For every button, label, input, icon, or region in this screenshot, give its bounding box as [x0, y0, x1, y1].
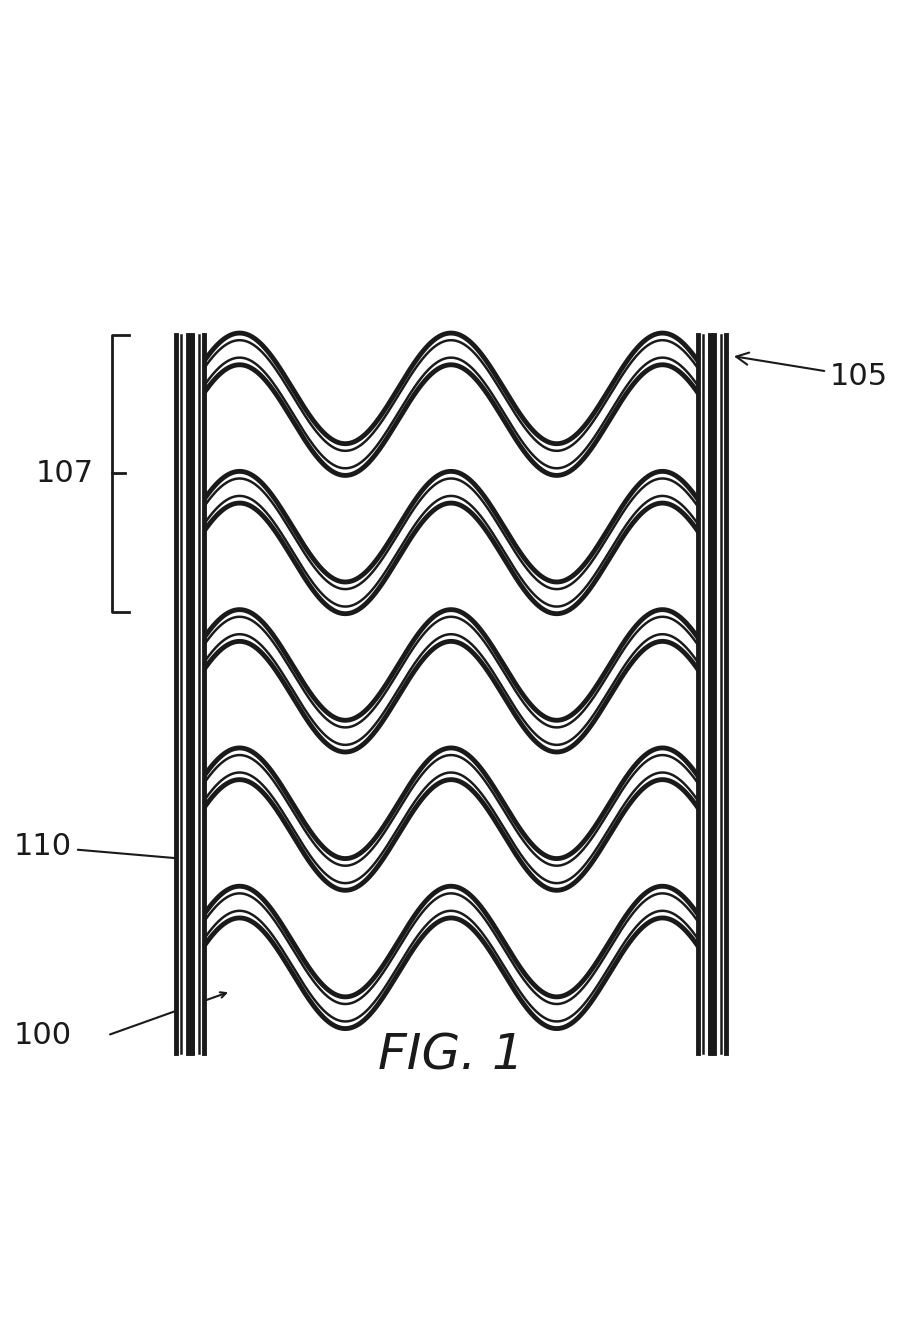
Polygon shape — [187, 333, 715, 476]
Polygon shape — [177, 334, 192, 1054]
Polygon shape — [187, 472, 715, 613]
Text: 100: 100 — [14, 1021, 72, 1050]
Polygon shape — [187, 748, 715, 890]
Polygon shape — [698, 334, 713, 1054]
Polygon shape — [187, 886, 715, 1029]
Text: 107: 107 — [36, 459, 95, 488]
Polygon shape — [189, 334, 204, 1054]
Polygon shape — [187, 609, 715, 752]
Text: 105: 105 — [736, 353, 888, 391]
Polygon shape — [710, 334, 725, 1054]
Text: FIG. 1: FIG. 1 — [378, 1031, 524, 1079]
Text: 110: 110 — [14, 833, 199, 865]
